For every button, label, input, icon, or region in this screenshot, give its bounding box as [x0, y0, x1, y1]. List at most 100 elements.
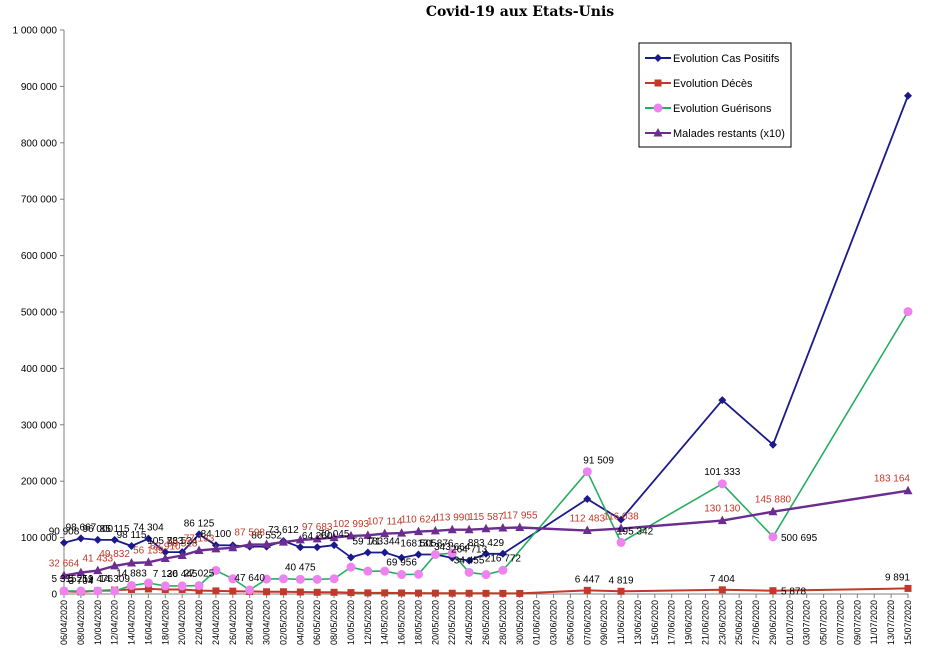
data-point-diamond	[654, 54, 662, 62]
x-tick-label: 05/07/2020	[819, 600, 829, 645]
data-label: 62 910	[150, 542, 181, 553]
data-label: 168 505	[400, 539, 437, 550]
data-point-triangle	[515, 522, 525, 531]
x-tick-label: 01/06/2020	[532, 600, 542, 645]
data-point-triangle	[363, 530, 373, 539]
data-label: 68 318	[167, 539, 198, 550]
data-point-circle	[413, 569, 423, 579]
data-label: 47 640	[234, 573, 265, 584]
data-point-square	[313, 588, 321, 596]
x-tick-label: 04/05/2020	[295, 600, 305, 645]
x-tick-label: 23/06/2020	[717, 600, 727, 645]
data-point-square	[448, 589, 456, 597]
y-tick-label: 1 000 000	[13, 26, 58, 37]
data-label: 84 100	[201, 529, 232, 540]
data-label: 110 624	[401, 515, 437, 526]
data-point-circle	[346, 562, 356, 572]
data-point-diamond	[161, 548, 170, 557]
x-tick-label: 24/05/2020	[464, 600, 474, 645]
data-point-triangle	[498, 523, 508, 532]
x-tick-label: 10/04/2020	[93, 600, 103, 645]
data-point-square	[330, 588, 338, 596]
legend-item-3: Malades restants (x10)	[645, 128, 785, 140]
data-point-diamond	[583, 494, 592, 503]
data-label: 112 483	[570, 514, 606, 525]
data-label: 74 304	[133, 523, 164, 534]
data-point-triangle	[245, 539, 255, 549]
data-point-triangle	[380, 528, 390, 538]
data-point-square	[364, 589, 372, 597]
data-point-triangle	[93, 565, 103, 575]
x-tick-label: 08/05/2020	[329, 600, 339, 645]
data-label: 49 832	[99, 549, 130, 560]
data-label: 86 125	[184, 518, 215, 529]
data-point-triangle	[76, 567, 86, 577]
x-tick-label: 18/04/2020	[160, 600, 170, 645]
data-label: 27 025	[184, 569, 215, 580]
y-tick-label: 500 000	[21, 308, 58, 319]
x-tick-label: 21/06/2020	[700, 600, 710, 645]
data-label: 56 139	[133, 545, 164, 556]
data-label: 107 114	[367, 517, 403, 528]
x-tick-label: 11/07/2020	[869, 600, 879, 644]
x-tick-label: 17/06/2020	[667, 600, 677, 645]
data-point-triangle	[717, 515, 727, 525]
data-label: 70 045	[319, 529, 350, 540]
data-point-square	[654, 79, 662, 87]
data-point-square	[904, 584, 912, 592]
x-tick-label: 11/06/2020	[616, 600, 626, 644]
data-point-diamond	[498, 549, 507, 558]
x-tick-label: 03/06/2020	[549, 600, 559, 645]
data-point-circle	[160, 581, 170, 591]
data-point-triangle	[616, 523, 626, 533]
x-tick-label: 14/05/2020	[380, 600, 390, 645]
data-point-diamond	[904, 91, 912, 100]
y-tick-label: 900 000	[21, 82, 58, 93]
data-point-circle	[717, 479, 727, 489]
x-tick-label: 16/04/2020	[143, 600, 153, 645]
x-tick-label: 02/05/2020	[278, 600, 288, 645]
series-0	[60, 91, 912, 565]
data-label: 19 476	[83, 574, 114, 585]
data-point-circle	[110, 586, 120, 596]
data-point-square	[381, 589, 389, 597]
data-label: 5 878	[781, 587, 806, 598]
data-label: 14 309	[99, 574, 130, 585]
data-point-triangle	[295, 534, 305, 544]
x-tick-label: 24/04/2020	[211, 600, 221, 645]
data-point-circle	[464, 567, 474, 577]
data-point-diamond	[482, 549, 490, 558]
data-point-triangle	[262, 539, 272, 548]
data-point-diamond	[93, 535, 102, 544]
x-tick-label: 25/06/2020	[734, 600, 744, 645]
data-label: 145 880	[755, 495, 792, 506]
data-point-square	[212, 587, 220, 595]
data-point-circle	[582, 467, 592, 477]
data-point-triangle	[768, 506, 778, 516]
data-point-diamond	[617, 515, 626, 524]
data-point-triangle	[143, 557, 153, 566]
data-label: 98 667	[66, 522, 97, 533]
data-point-circle	[616, 537, 626, 547]
data-label: 71 344	[369, 537, 400, 548]
data-label: 130 130	[704, 504, 741, 515]
data-label: 4 819	[608, 575, 633, 586]
data-point-square	[347, 589, 355, 597]
x-tick-label: 15/06/2020	[650, 600, 660, 645]
series-2	[59, 307, 913, 596]
data-label: 115 587	[468, 512, 504, 523]
data-label: 264 713	[451, 545, 488, 556]
data-point-diamond	[195, 530, 204, 539]
data-point-triangle	[397, 528, 407, 537]
x-tick-label: 13/06/2020	[633, 600, 643, 645]
data-label: 86 552	[251, 531, 282, 542]
x-tick-label: 09/07/2020	[852, 600, 862, 645]
x-tick-label: 07/06/2020	[582, 600, 592, 645]
data-label: 9 891	[885, 572, 910, 583]
data-label: 98 115	[117, 530, 147, 541]
data-point-triangle	[413, 526, 423, 536]
data-label: 59 183	[353, 537, 384, 548]
data-label: 86 524	[167, 536, 198, 547]
